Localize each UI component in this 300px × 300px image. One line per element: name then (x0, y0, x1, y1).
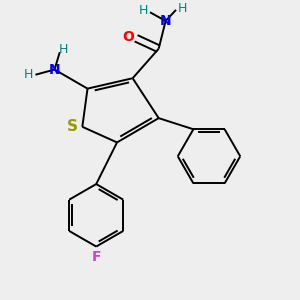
Text: H: H (59, 43, 69, 56)
Text: N: N (49, 62, 60, 76)
Text: H: H (178, 2, 187, 15)
Text: O: O (122, 30, 134, 44)
Text: H: H (24, 68, 33, 81)
Text: F: F (92, 250, 101, 264)
Text: H: H (139, 4, 148, 17)
Text: N: N (160, 14, 171, 28)
Text: S: S (67, 119, 78, 134)
